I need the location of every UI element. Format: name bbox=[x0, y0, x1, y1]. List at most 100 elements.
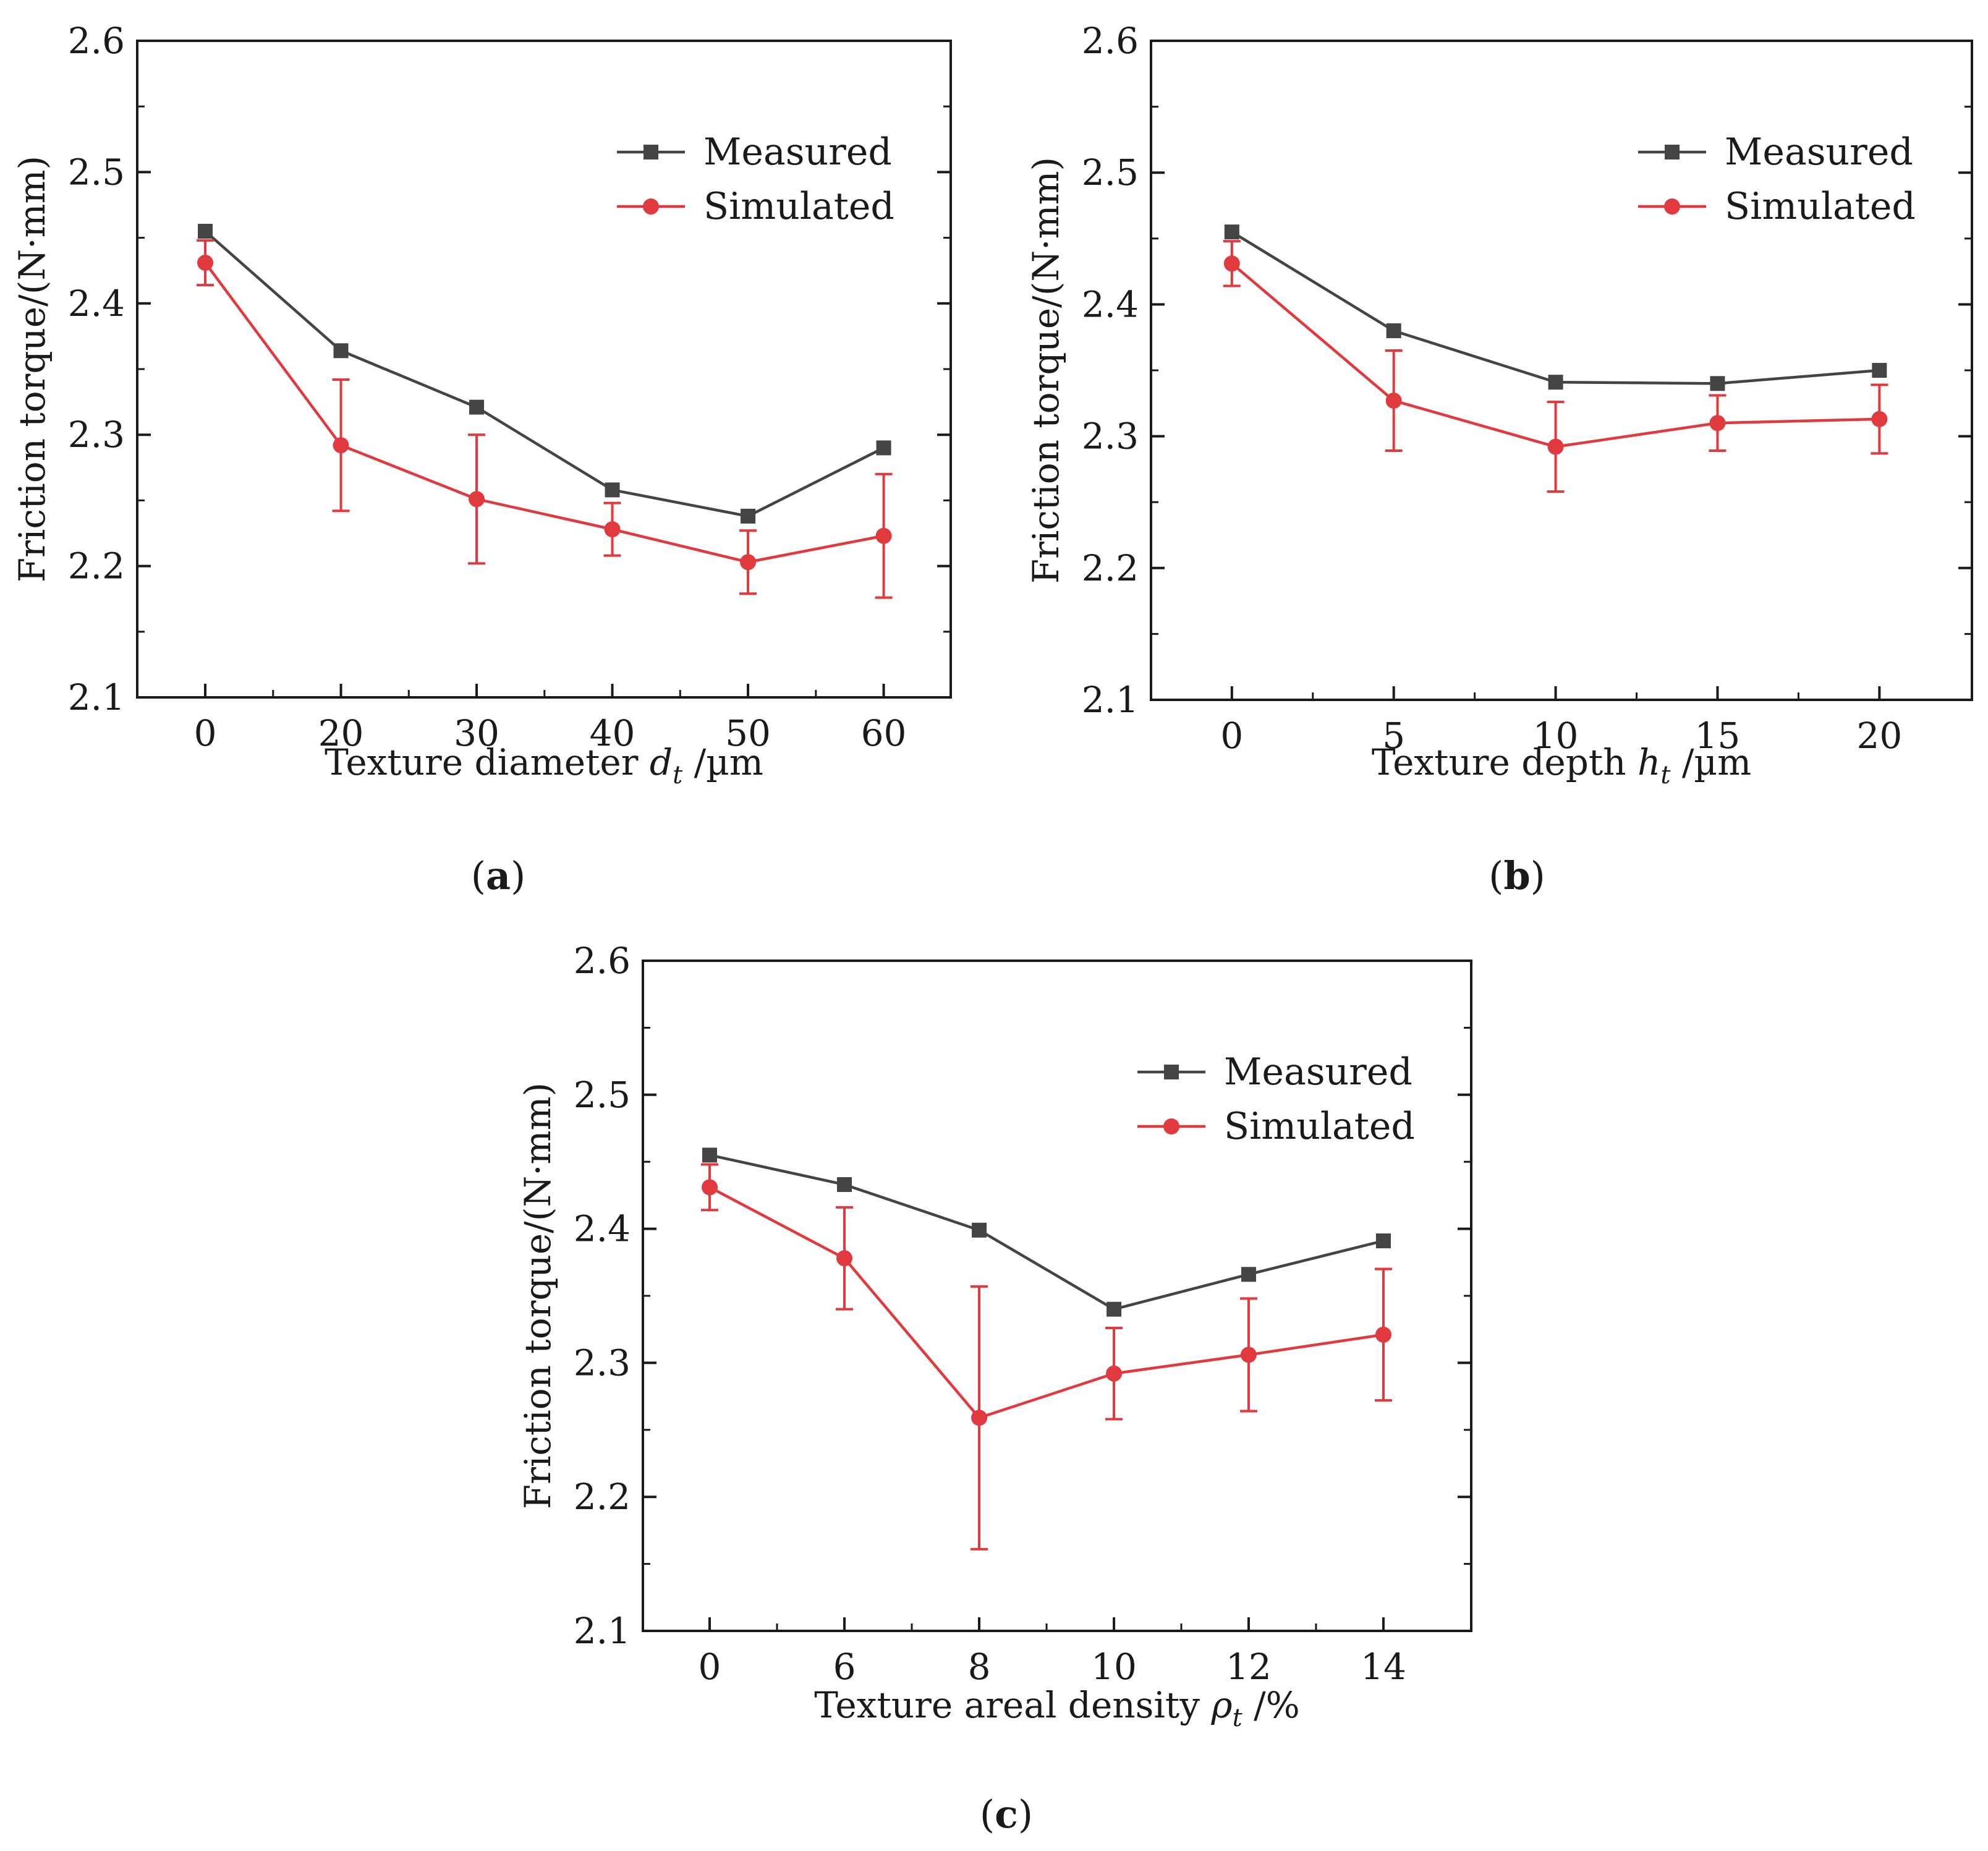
panel-label-open: ( bbox=[471, 853, 486, 898]
data-point-simulated bbox=[1223, 255, 1240, 272]
y-tick-label: 2.1 bbox=[68, 676, 125, 718]
legend-marker bbox=[1664, 198, 1680, 215]
x-axis-title-subscript: t bbox=[1233, 1704, 1243, 1732]
y-tick-label: 2.3 bbox=[574, 1342, 631, 1384]
y-tick-label: 2.5 bbox=[68, 151, 125, 193]
y-tick-label: 2.5 bbox=[574, 1074, 631, 1116]
series-line bbox=[709, 1154, 1384, 1311]
y-tick-label: 2.1 bbox=[574, 1610, 631, 1652]
data-point-measured bbox=[1224, 224, 1239, 240]
x-tick-label: 12 bbox=[1226, 1646, 1272, 1688]
series-line bbox=[204, 262, 884, 564]
y-tick-label: 2.2 bbox=[574, 1476, 631, 1518]
legend-marker bbox=[1665, 145, 1680, 160]
x-tick-label: 10 bbox=[1091, 1646, 1137, 1688]
y-axis-title: Friction torque/(N·mm) bbox=[1025, 157, 1067, 584]
data-point-measured bbox=[469, 399, 485, 415]
data-point-measured bbox=[1872, 363, 1887, 378]
panel-label-letter: a bbox=[486, 853, 511, 898]
x-tick-label: 60 bbox=[861, 712, 907, 754]
legend-item-simulated: Simulated bbox=[1638, 185, 1916, 228]
legend-item-simulated: Simulated bbox=[1137, 1105, 1415, 1148]
panel-label-open: ( bbox=[1489, 853, 1503, 898]
x-axis-title-text: Texture areal density bbox=[814, 1684, 1211, 1726]
data-point-simulated bbox=[1547, 438, 1564, 455]
data-point-measured bbox=[1548, 375, 1563, 390]
legend-label: Measured bbox=[703, 130, 892, 174]
series-simulated bbox=[1223, 240, 1888, 493]
data-point-simulated bbox=[197, 254, 214, 271]
y-tick-label: 2.4 bbox=[574, 1208, 631, 1250]
data-point-measured bbox=[837, 1177, 852, 1193]
data-point-measured bbox=[1386, 323, 1401, 339]
x-axis-title-unit: /% bbox=[1242, 1684, 1300, 1726]
y-tick-label: 2.2 bbox=[68, 545, 125, 587]
y-tick-label: 2.3 bbox=[1082, 415, 1139, 457]
panel-label: (a) bbox=[471, 853, 526, 898]
data-point-measured bbox=[1710, 376, 1725, 391]
x-tick-label: 20 bbox=[1856, 715, 1902, 757]
data-point-measured bbox=[333, 343, 349, 359]
x-tick-label: 14 bbox=[1361, 1646, 1406, 1688]
y-tick-label: 2.6 bbox=[68, 20, 125, 62]
data-point-measured bbox=[1375, 1233, 1391, 1249]
data-point-simulated bbox=[1871, 411, 1888, 427]
series-line bbox=[204, 230, 885, 518]
legend-item-measured: Measured bbox=[1137, 1050, 1412, 1094]
legend-item-measured: Measured bbox=[1638, 130, 1913, 174]
data-point-measured bbox=[1241, 1267, 1256, 1282]
y-tick-label: 2.6 bbox=[574, 940, 631, 982]
x-tick-label: 5 bbox=[1382, 715, 1405, 757]
y-tick-label: 2.2 bbox=[1082, 547, 1139, 589]
y-tick-label: 2.1 bbox=[1082, 679, 1139, 721]
legend-marker bbox=[1163, 1118, 1179, 1134]
legend-marker bbox=[1164, 1065, 1179, 1079]
legend-label: Simulated bbox=[1725, 185, 1916, 228]
series-line bbox=[708, 1186, 1384, 1419]
x-axis-title-unit: /µm bbox=[1670, 741, 1751, 783]
legend-label: Measured bbox=[1725, 130, 1913, 174]
legend-label: Measured bbox=[1224, 1050, 1412, 1094]
x-axis-title-variable: h bbox=[1638, 741, 1660, 783]
legend-item-simulated: Simulated bbox=[617, 185, 894, 228]
data-point-measured bbox=[741, 508, 756, 524]
x-axis-title-subscript: t bbox=[1660, 761, 1671, 789]
x-tick-label: 0 bbox=[194, 712, 217, 754]
y-tick-label: 2.4 bbox=[1082, 283, 1139, 325]
panel-label-letter: c bbox=[995, 1792, 1018, 1837]
x-axis-title: Texture areal density ρt /% bbox=[814, 1684, 1299, 1732]
panel-label-open: ( bbox=[980, 1792, 995, 1837]
series-line bbox=[1231, 231, 1880, 385]
data-point-measured bbox=[1107, 1301, 1122, 1317]
x-tick-label: 15 bbox=[1695, 715, 1741, 757]
legend-marker bbox=[643, 198, 659, 215]
x-tick-label: 8 bbox=[968, 1646, 991, 1688]
data-point-simulated bbox=[971, 1410, 988, 1426]
series-simulated bbox=[197, 239, 893, 599]
panel-label-close: ) bbox=[511, 853, 525, 898]
data-point-simulated bbox=[1106, 1365, 1123, 1382]
panel-c: 2.1 2.2 2.3 2.4 2.5 2.6 0 6 8 10 12 14 Friction torq… bbox=[517, 940, 1472, 1837]
data-point-simulated bbox=[469, 491, 485, 508]
panel-label-close: ) bbox=[1018, 1792, 1033, 1837]
data-point-simulated bbox=[1240, 1347, 1257, 1363]
x-axis-title-subscript: t bbox=[673, 761, 683, 789]
data-point-simulated bbox=[1709, 415, 1726, 432]
data-point-simulated bbox=[333, 437, 349, 454]
x-axis-title: Texture diameter dt /µm bbox=[325, 741, 763, 789]
data-point-measured bbox=[702, 1147, 718, 1163]
data-point-simulated bbox=[875, 527, 892, 544]
legend-label: Simulated bbox=[1224, 1105, 1415, 1148]
series-measured bbox=[702, 1147, 1391, 1317]
data-point-measured bbox=[972, 1222, 987, 1238]
data-point-simulated bbox=[604, 521, 621, 538]
x-tick-label: 0 bbox=[1220, 715, 1243, 757]
x-tick-label: 30 bbox=[454, 712, 499, 754]
y-axis-title: Friction torque/(N·mm) bbox=[517, 1083, 559, 1509]
legend-item-measured: Measured bbox=[617, 130, 892, 174]
y-tick-label: 2.4 bbox=[68, 283, 125, 325]
data-point-measured bbox=[198, 223, 213, 239]
y-axis-title: Friction torque/(N·mm) bbox=[11, 156, 53, 582]
legend-marker bbox=[644, 145, 658, 160]
